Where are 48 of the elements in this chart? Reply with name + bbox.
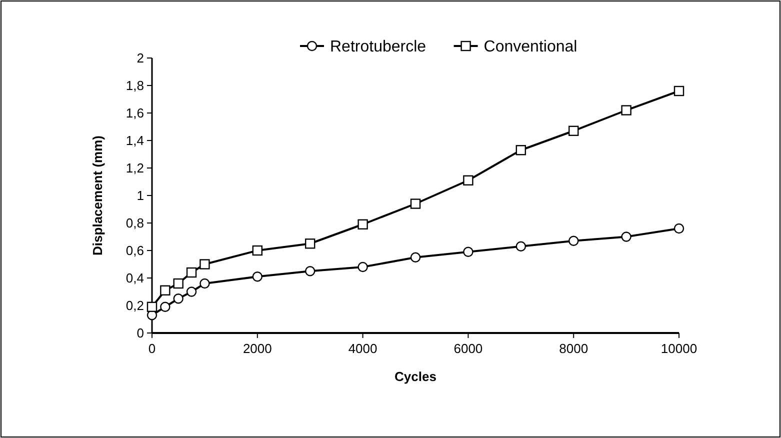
point <box>463 175 474 186</box>
y-tick-label: 0,8 <box>126 216 144 231</box>
point <box>674 86 684 96</box>
legend-label: Retrotubercle <box>330 38 426 56</box>
point <box>410 252 421 262</box>
y-tick-label: 0,2 <box>126 298 144 314</box>
point <box>200 259 210 270</box>
y-tick-label: 1 <box>136 188 144 204</box>
x-tick-label: 10000 <box>660 341 698 356</box>
point <box>173 294 184 304</box>
y-tick-label: 2 <box>136 50 144 66</box>
point <box>305 266 316 276</box>
point <box>186 267 197 278</box>
point <box>200 278 210 289</box>
x-tick-label: 4000 <box>348 341 378 356</box>
x-tick-label: 2000 <box>242 341 272 356</box>
y-tick-label: 1,8 <box>126 78 144 94</box>
point <box>358 262 368 272</box>
y-tick-label: 0,6 <box>126 243 144 258</box>
point <box>160 285 170 296</box>
point <box>146 302 158 312</box>
point <box>160 302 170 312</box>
y-axis-title: Displacement (mm) <box>90 136 105 256</box>
point <box>410 198 421 209</box>
legend-label: Conventional <box>484 38 578 56</box>
x-tick-label: 6000 <box>454 341 483 356</box>
point <box>186 286 197 297</box>
point <box>463 246 474 257</box>
point <box>516 241 526 252</box>
y-tick-label: 1,6 <box>126 106 144 121</box>
y-tick-label: 1,4 <box>126 133 144 148</box>
y-tick-label: 0,4 <box>126 270 144 286</box>
y-tick-label: 1,2 <box>126 160 144 176</box>
point <box>173 278 184 289</box>
x-tick-label: 8000 <box>559 341 588 356</box>
point <box>358 219 368 230</box>
point <box>621 105 632 116</box>
point <box>568 236 579 246</box>
point <box>252 272 262 282</box>
x-tick-label: 0 <box>148 341 156 356</box>
y-tick-label: 0 <box>136 326 144 341</box>
point <box>305 238 316 249</box>
point <box>516 145 526 156</box>
point <box>621 232 632 242</box>
x-axis-title: Cycles <box>394 369 436 384</box>
point <box>674 223 684 234</box>
point <box>252 245 262 256</box>
point <box>568 126 579 136</box>
